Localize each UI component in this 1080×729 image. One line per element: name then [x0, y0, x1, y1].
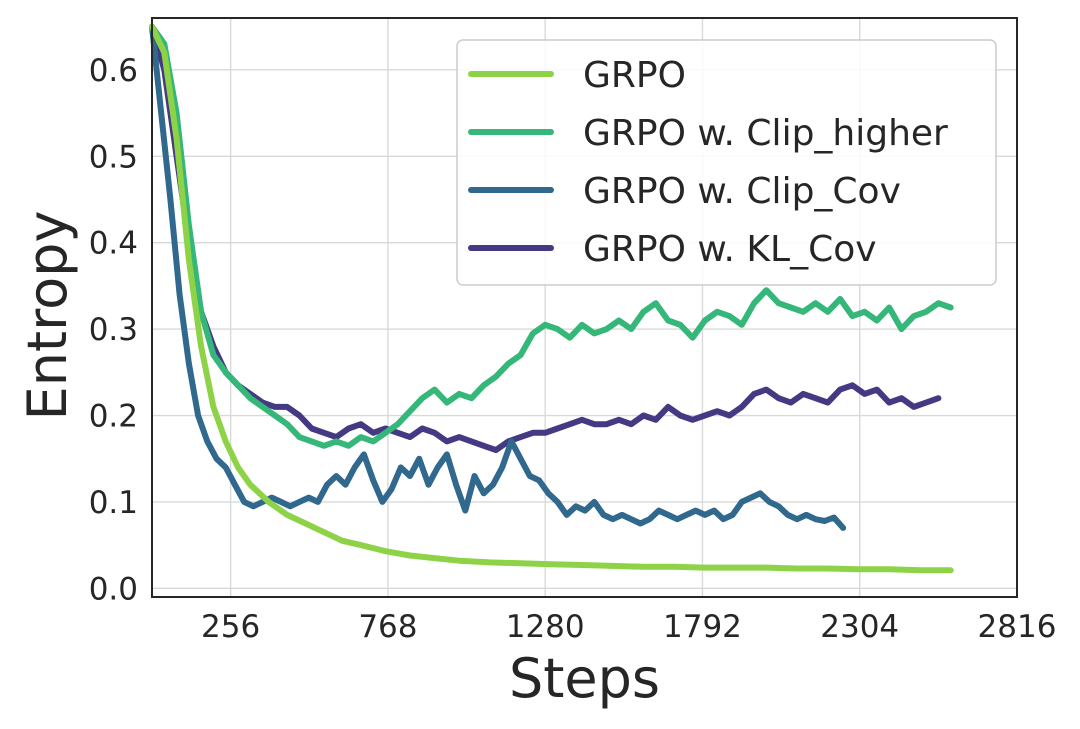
- legend-label: GRPO w. KL_Cov: [583, 229, 877, 270]
- plot-frame: [151, 17, 1018, 598]
- y-axis-title: Entropy: [16, 211, 79, 421]
- tick-labels: 256 768 1280 1792 2304 2816 0.0 0.1 0.2 0.3 0.4 0.5…: [89, 53, 1057, 645]
- y-tick-label: 0.5: [89, 139, 138, 175]
- series-layer: [149, 23, 954, 574]
- x-tick-label: 2816: [978, 609, 1057, 645]
- legend: GRPO GRPO w. Clip_higher GRPO w. Clip_Cov G…: [456, 39, 997, 286]
- x-tick-label: 256: [201, 609, 260, 645]
- series-line-1: [149, 23, 954, 449]
- legend-label: GRPO w. Clip_Cov: [583, 171, 901, 212]
- y-tick-label: 0.4: [89, 226, 138, 262]
- series-line-0: [149, 23, 954, 574]
- x-tick-label: 768: [358, 609, 417, 645]
- y-tick-label: 0.3: [89, 312, 138, 348]
- x-tick-label: 1792: [663, 609, 742, 645]
- x-tick-label: 2304: [820, 609, 899, 645]
- legend-label: GRPO w. Clip_higher: [583, 113, 948, 154]
- y-tick-label: 0.1: [89, 485, 138, 521]
- x-tick-label: 1280: [506, 609, 585, 645]
- y-tick-label: 0.2: [89, 399, 138, 435]
- series-line-3: [149, 23, 942, 454]
- y-tick-label: 0.0: [89, 571, 138, 607]
- legend-label: GRPO: [583, 55, 686, 96]
- y-tick-label: 0.6: [89, 53, 138, 89]
- x-axis-title: Steps: [509, 647, 660, 710]
- legend-box: [456, 39, 997, 286]
